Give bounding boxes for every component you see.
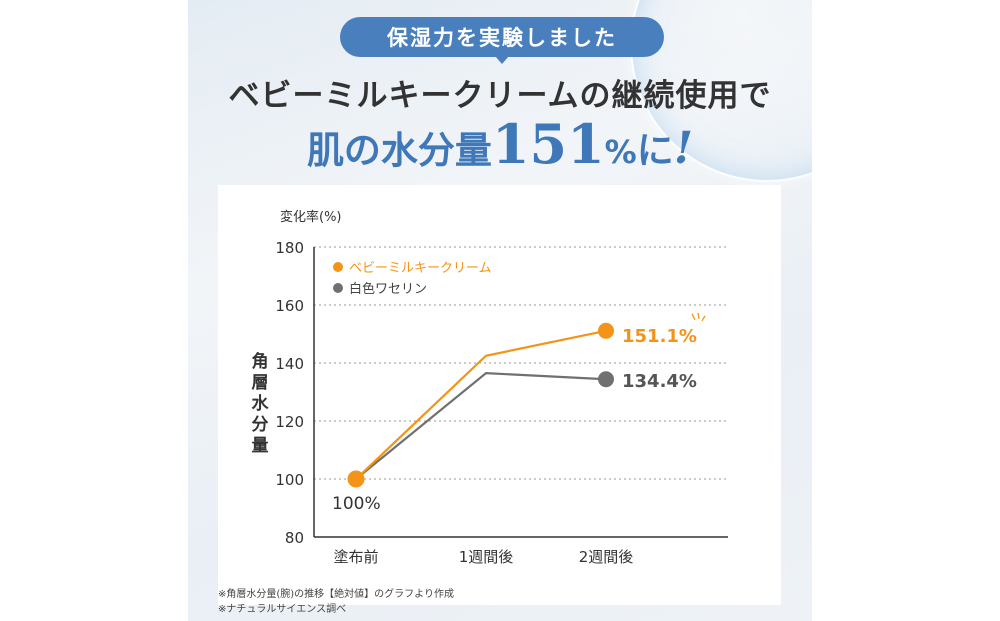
sparkle-accent: [701, 315, 706, 322]
series-line: [355, 372, 607, 480]
pill-tail-pointer: [495, 56, 509, 64]
hero-panel: 保湿力を実験しました ベビーミルキークリームの継続使用で 肌の水分量151%に!…: [188, 0, 812, 621]
legend-marker: [333, 283, 343, 293]
legend-label: ベビーミルキークリーム: [349, 261, 492, 276]
y-axis-label-char: 角: [252, 351, 269, 372]
experiment-pill-badge: 保湿力を実験しました: [340, 17, 664, 57]
footnotes: ※角層水分量(腕)の推移【絶対値】のグラフより作成 ※ナチュラルサイエンス調べ: [218, 587, 454, 617]
y-tick-label: 140: [275, 355, 304, 373]
x-tick-label: 塗布前: [333, 548, 378, 566]
y-tick-label: 180: [275, 239, 304, 257]
x-tick-label: 2週間後: [579, 548, 634, 566]
series-start-point: [347, 470, 365, 488]
chart-card: 変化率(%) 80 100 120 140 160 180 角層水分量塗布前 1週間後 2週間後 …: [218, 185, 781, 605]
unit-label: 変化率(%): [280, 209, 342, 225]
x-tick-label: 1週間後: [459, 548, 514, 566]
subhead-prefix: 肌の水分量: [306, 129, 492, 172]
end-value-label-gray: 134.4%: [622, 371, 697, 392]
y-tick-label: 100: [275, 471, 304, 489]
subhead-exclaim: !: [673, 123, 694, 174]
y-tick-label: 120: [275, 413, 304, 431]
footnote-research: ※ナチュラルサイエンス調べ: [218, 604, 347, 615]
series-end-point: [598, 322, 614, 339]
y-tick-label: 80: [285, 529, 304, 547]
y-axis-label-char: 層: [252, 373, 269, 393]
subhead-suffix: に: [636, 129, 674, 172]
subhead-percent: %: [604, 133, 637, 171]
y-axis-label-char: 分: [252, 415, 269, 435]
y-axis-label-char: 水: [252, 393, 270, 414]
subhead: 肌の水分量151%に!: [188, 112, 812, 176]
y-tick-label: 160: [275, 297, 304, 315]
series-line: [355, 329, 607, 480]
pill-label: 保湿力を実験しました: [387, 26, 617, 50]
headline: ベビーミルキークリームの継続使用で: [228, 78, 772, 114]
sparkle-accent: [697, 312, 700, 319]
start-value-label: 100%: [332, 494, 381, 514]
end-value-label-orange: 151.1%: [622, 326, 697, 347]
sparkle-accent: [691, 313, 696, 321]
footnote-source: ※角層水分量(腕)の推移【絶対値】のグラフより作成: [218, 589, 454, 600]
y-axis-label-char: 量: [252, 435, 269, 456]
legend-label: 白色ワセリン: [349, 281, 427, 297]
subhead-number: 151: [491, 112, 605, 176]
legend-marker: [333, 262, 343, 272]
series-end-point: [598, 371, 614, 388]
